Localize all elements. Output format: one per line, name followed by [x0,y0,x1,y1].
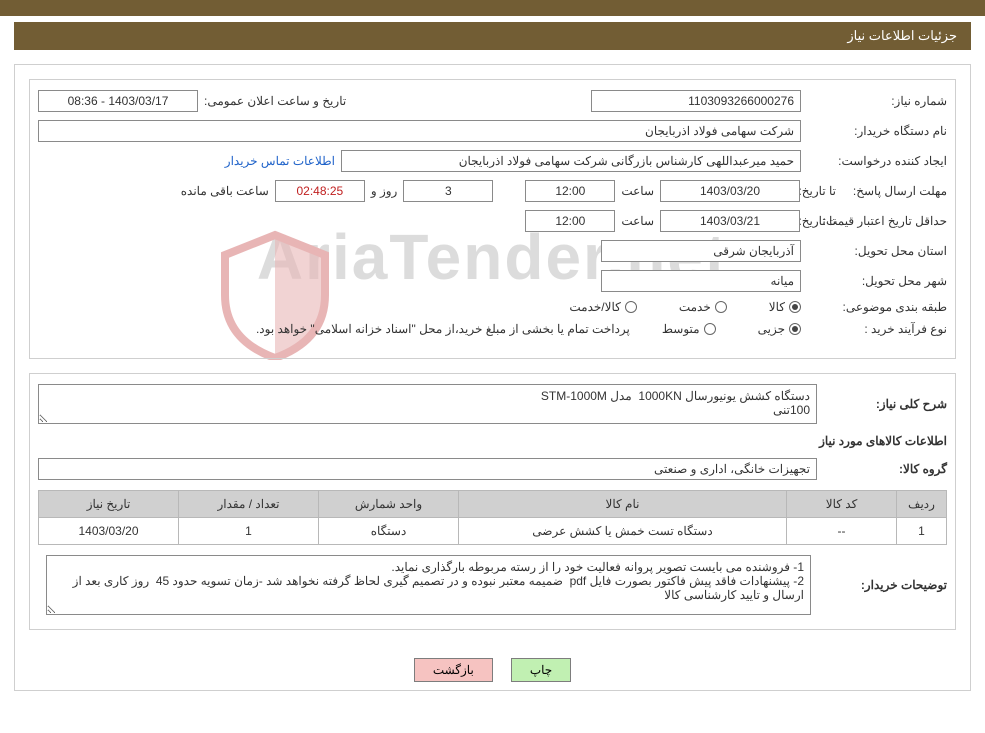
field-announce-datetime: 1403/03/17 - 08:36 [38,90,198,112]
radio-medium-dot [704,323,716,335]
th-idx: ردیف [897,491,947,518]
field-days-remaining: 3 [403,180,493,202]
label-overall-desc: شرح کلی نیاز: [827,397,947,411]
radio-partial-label: جزیی [758,322,785,336]
items-table: ردیف کد کالا نام کالا واحد شمارش تعداد /… [38,490,947,545]
field-timer: 02:48:25 [275,180,365,202]
td-name: دستگاه تست خمش یا کشش عرضی [459,518,787,545]
radio-service[interactable]: خدمت [679,300,727,314]
label-subject-class: طبقه بندی موضوعی: [807,300,947,314]
th-unit: واحد شمارش [319,491,459,518]
radio-partial[interactable]: جزیی [758,322,801,336]
label-days-and: روز و [371,184,398,198]
radio-goods[interactable]: کالا [769,300,801,314]
field-goods-group: تجهیزات خانگی، اداری و صنعتی [38,458,817,480]
row-goods-group: گروه کالا: تجهیزات خانگی، اداری و صنعتی [38,458,947,480]
field-request-no: 1103093266000276 [591,90,801,112]
label-announce-datetime: تاریخ و ساعت اعلان عمومی: [204,94,346,108]
content-wrapper: شماره نیاز: 1103093266000276 تاریخ و ساع… [14,64,971,691]
items-info-heading: اطلاعات کالاهای مورد نیاز [38,434,947,448]
row-buyer-org: نام دستگاه خریدار: شرکت سهامی فولاد اذرب… [38,120,947,142]
th-code: کد کالا [787,491,897,518]
radio-goods-service-dot [625,301,637,313]
label-hours-remaining: ساعت باقی مانده [181,184,269,198]
items-section: شرح کلی نیاز: دستگاه کشش یونیورسال 1000K… [29,373,956,630]
row-request-no: شماره نیاز: 1103093266000276 تاریخ و ساع… [38,90,947,112]
row-buyer-notes: توضیحات خریدار: 1- فروشنده می بایست تصوی… [38,555,947,615]
radio-goods-label: کالا [769,300,785,314]
label-to-date-1: تا تاریخ: [806,184,836,198]
row-subject-class: طبقه بندی موضوعی: کالا خدمت کالا/خدمت [38,300,947,314]
top-accent-bar [0,0,985,16]
td-code: -- [787,518,897,545]
td-unit: دستگاه [319,518,459,545]
row-delivery-province: استان محل تحویل: آذربایجان شرقی [38,240,947,262]
row-delivery-city: شهر محل تحویل: میانه [38,270,947,292]
label-requester: ایجاد کننده درخواست: [807,154,947,168]
label-purchase-type: نوع فرآیند خرید : [807,322,947,336]
label-hour-1: ساعت [621,184,654,198]
label-request-no: شماره نیاز: [807,94,947,108]
buyer-contact-link[interactable]: اطلاعات تماس خریدار [225,154,335,168]
th-date: تاریخ نیاز [39,491,179,518]
td-qty: 1 [179,518,319,545]
row-price-validity: حداقل تاریخ اعتبار قیمت: تا تاریخ: 1403/… [38,210,947,232]
field-overall-desc: دستگاه کشش یونیورسال 1000KN مدل STM-1000… [38,384,817,424]
field-buyer-notes: 1- فروشنده می بایست تصویر پروانه فعالیت … [46,555,811,615]
page-title: جزئیات اطلاعات نیاز [847,28,957,43]
field-delivery-city: میانه [601,270,801,292]
row-reply-deadline: مهلت ارسال پاسخ: تا تاریخ: 1403/03/20 سا… [38,180,947,202]
label-buyer-notes: توضیحات خریدار: [827,555,947,615]
label-to-date-2: تا تاریخ: [806,214,836,228]
row-overall-desc: شرح کلی نیاز: دستگاه کشش یونیورسال 1000K… [38,384,947,424]
radio-service-dot [715,301,727,313]
th-name: نام کالا [459,491,787,518]
row-purchase-type: نوع فرآیند خرید : جزیی متوسط پرداخت تمام… [38,322,947,336]
field-delivery-province: آذربایجان شرقی [601,240,801,262]
td-date: 1403/03/20 [39,518,179,545]
radio-goods-service-label: کالا/خدمت [569,300,620,314]
radio-partial-dot [789,323,801,335]
back-button[interactable]: بازگشت [414,658,493,682]
label-delivery-province: استان محل تحویل: [807,244,947,258]
page-title-bar: جزئیات اطلاعات نیاز [14,22,971,50]
td-idx: 1 [897,518,947,545]
radio-service-label: خدمت [679,300,711,314]
label-buyer-org: نام دستگاه خریدار: [807,124,947,138]
field-reply-deadline-date: 1403/03/20 [660,180,800,202]
table-header-row: ردیف کد کالا نام کالا واحد شمارش تعداد /… [39,491,947,518]
request-info-section: شماره نیاز: 1103093266000276 تاریخ و ساع… [29,79,956,359]
label-delivery-city: شهر محل تحویل: [807,274,947,288]
footer-buttons: چاپ بازگشت [15,644,970,690]
field-requester: حمید میرعبداللهی کارشناس بازرگانی شرکت س… [341,150,801,172]
label-goods-group: گروه کالا: [827,462,947,476]
field-buyer-org: شرکت سهامی فولاد اذربایجان [38,120,801,142]
row-requester: ایجاد کننده درخواست: حمید میرعبداللهی کا… [38,150,947,172]
field-price-validity-date: 1403/03/21 [660,210,800,232]
radio-goods-service[interactable]: کالا/خدمت [569,300,636,314]
field-price-validity-time: 12:00 [525,210,615,232]
label-reply-deadline: مهلت ارسال پاسخ: [842,184,947,198]
radio-medium[interactable]: متوسط [662,322,716,336]
field-reply-deadline-time: 12:00 [525,180,615,202]
radio-goods-dot [789,301,801,313]
table-row: 1 -- دستگاه تست خمش یا کشش عرضی دستگاه 1… [39,518,947,545]
radio-medium-label: متوسط [662,322,700,336]
th-qty: تعداد / مقدار [179,491,319,518]
payment-note: پرداخت تمام یا بخشی از مبلغ خرید،از محل … [256,322,630,336]
label-hour-2: ساعت [621,214,654,228]
print-button[interactable]: چاپ [511,658,571,682]
